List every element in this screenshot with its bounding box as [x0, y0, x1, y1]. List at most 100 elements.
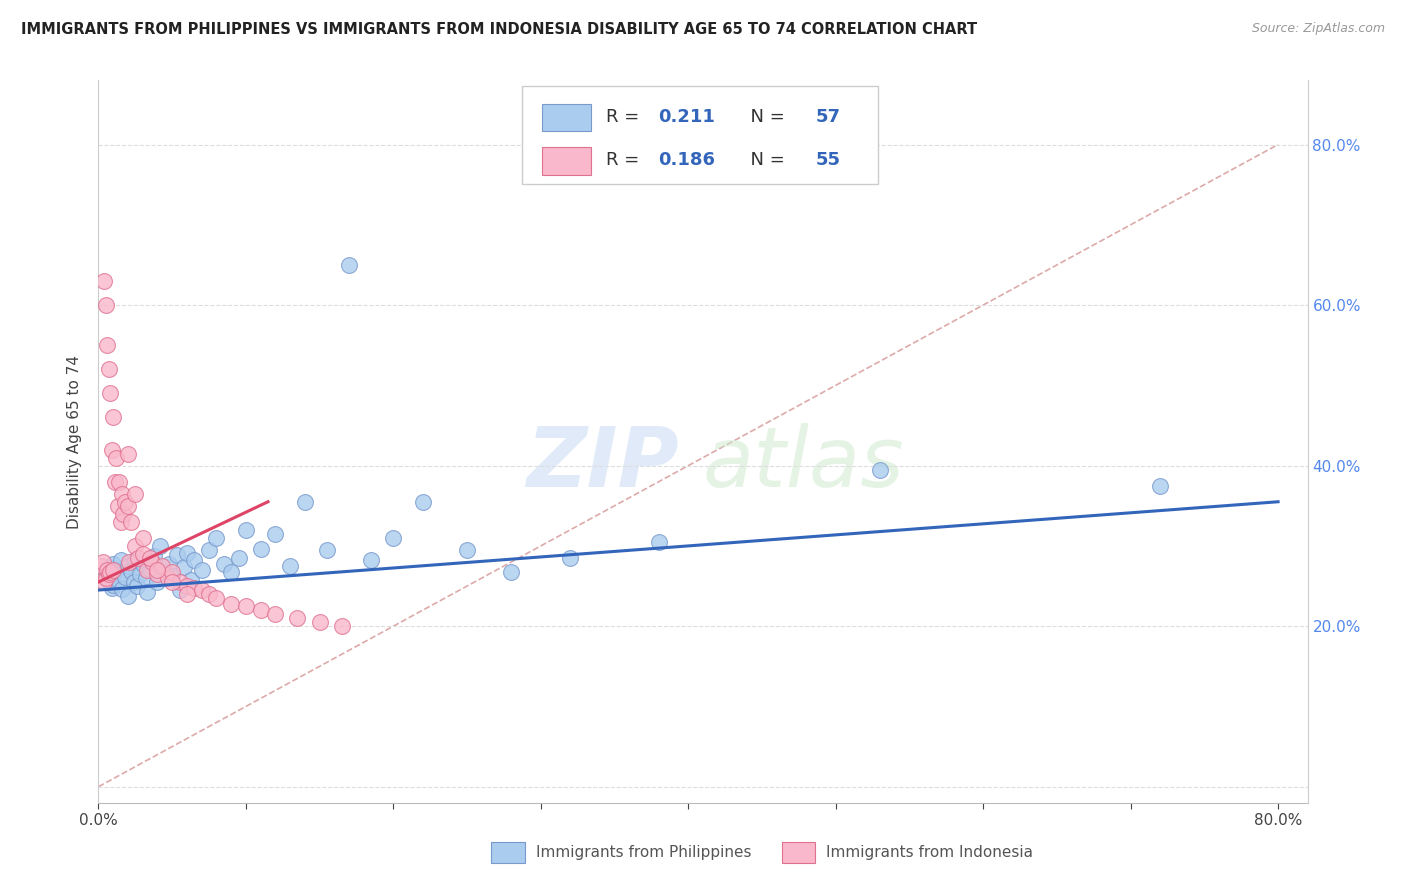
- Point: [131, 531, 153, 545]
- Point: [124, 539, 146, 553]
- Point: [146, 567, 169, 582]
- Text: 0.211: 0.211: [658, 108, 716, 126]
- Point: [97, 567, 120, 582]
- Point: [136, 563, 159, 577]
- Point: [180, 573, 202, 587]
- Point: [139, 551, 162, 566]
- Text: R =: R =: [606, 151, 645, 169]
- Point: [153, 565, 176, 579]
- Point: [107, 573, 129, 587]
- Text: 55: 55: [815, 151, 841, 169]
- Point: [100, 442, 122, 457]
- Point: [94, 571, 117, 585]
- Point: [235, 523, 257, 537]
- Text: R =: R =: [606, 108, 645, 126]
- FancyBboxPatch shape: [543, 103, 591, 131]
- Point: [228, 551, 250, 566]
- Point: [219, 566, 242, 580]
- Point: [107, 499, 129, 513]
- Point: [205, 591, 228, 606]
- Point: [501, 565, 523, 579]
- Point: [412, 494, 434, 508]
- Point: [101, 568, 124, 582]
- Point: [124, 487, 146, 501]
- Point: [96, 338, 118, 352]
- Point: [97, 574, 120, 589]
- Point: [136, 584, 159, 599]
- Point: [128, 567, 150, 582]
- Point: [117, 589, 139, 603]
- Point: [98, 386, 121, 401]
- Point: [101, 578, 124, 592]
- Point: [110, 515, 132, 529]
- Point: [176, 587, 198, 601]
- FancyBboxPatch shape: [782, 842, 815, 863]
- Point: [160, 574, 183, 589]
- Point: [96, 563, 118, 577]
- Point: [316, 542, 339, 557]
- Point: [249, 603, 271, 617]
- Text: atlas: atlas: [703, 423, 904, 504]
- Point: [160, 569, 183, 583]
- Text: 57: 57: [815, 108, 841, 126]
- Point: [114, 494, 136, 508]
- Point: [131, 547, 153, 561]
- Point: [135, 571, 157, 585]
- Point: [117, 446, 139, 460]
- Point: [166, 548, 188, 562]
- Point: [1149, 478, 1171, 492]
- Point: [264, 607, 287, 621]
- Text: Immigrants from Indonesia: Immigrants from Indonesia: [827, 845, 1033, 860]
- Point: [212, 557, 235, 571]
- Point: [264, 526, 287, 541]
- Point: [110, 553, 132, 567]
- Text: IMMIGRANTS FROM PHILIPPINES VS IMMIGRANTS FROM INDONESIA DISABILITY AGE 65 TO 74: IMMIGRANTS FROM PHILIPPINES VS IMMIGRANT…: [21, 22, 977, 37]
- Point: [456, 542, 478, 557]
- Point: [111, 487, 134, 501]
- Point: [111, 582, 134, 597]
- Point: [91, 555, 114, 569]
- Point: [112, 507, 135, 521]
- Point: [114, 570, 136, 584]
- Point: [205, 531, 228, 545]
- Point: [146, 574, 169, 589]
- Text: 0.186: 0.186: [658, 151, 716, 169]
- Point: [104, 475, 127, 489]
- Point: [98, 561, 121, 575]
- Text: Immigrants from Philippines: Immigrants from Philippines: [536, 845, 752, 860]
- Point: [219, 597, 242, 611]
- Point: [93, 574, 115, 589]
- Point: [183, 553, 205, 567]
- Point: [150, 558, 173, 573]
- Point: [120, 515, 142, 529]
- Text: N =: N =: [740, 108, 790, 126]
- Point: [294, 494, 316, 508]
- FancyBboxPatch shape: [522, 86, 879, 184]
- Point: [183, 581, 205, 595]
- Point: [94, 298, 117, 312]
- Point: [287, 611, 309, 625]
- Point: [149, 539, 172, 553]
- Point: [173, 559, 195, 574]
- Point: [176, 546, 198, 560]
- Point: [117, 499, 139, 513]
- Text: N =: N =: [740, 151, 790, 169]
- Point: [169, 583, 191, 598]
- Point: [235, 599, 257, 614]
- Point: [101, 557, 124, 571]
- Point: [100, 581, 122, 595]
- Point: [93, 274, 115, 288]
- Point: [330, 619, 353, 633]
- Point: [118, 555, 141, 569]
- Point: [108, 475, 131, 489]
- Point: [141, 555, 163, 569]
- Point: [278, 558, 301, 573]
- Point: [146, 563, 169, 577]
- Point: [308, 615, 330, 630]
- FancyBboxPatch shape: [492, 842, 526, 863]
- Point: [169, 574, 191, 589]
- FancyBboxPatch shape: [543, 147, 591, 175]
- Point: [560, 551, 582, 566]
- Point: [160, 565, 183, 579]
- Point: [90, 558, 112, 573]
